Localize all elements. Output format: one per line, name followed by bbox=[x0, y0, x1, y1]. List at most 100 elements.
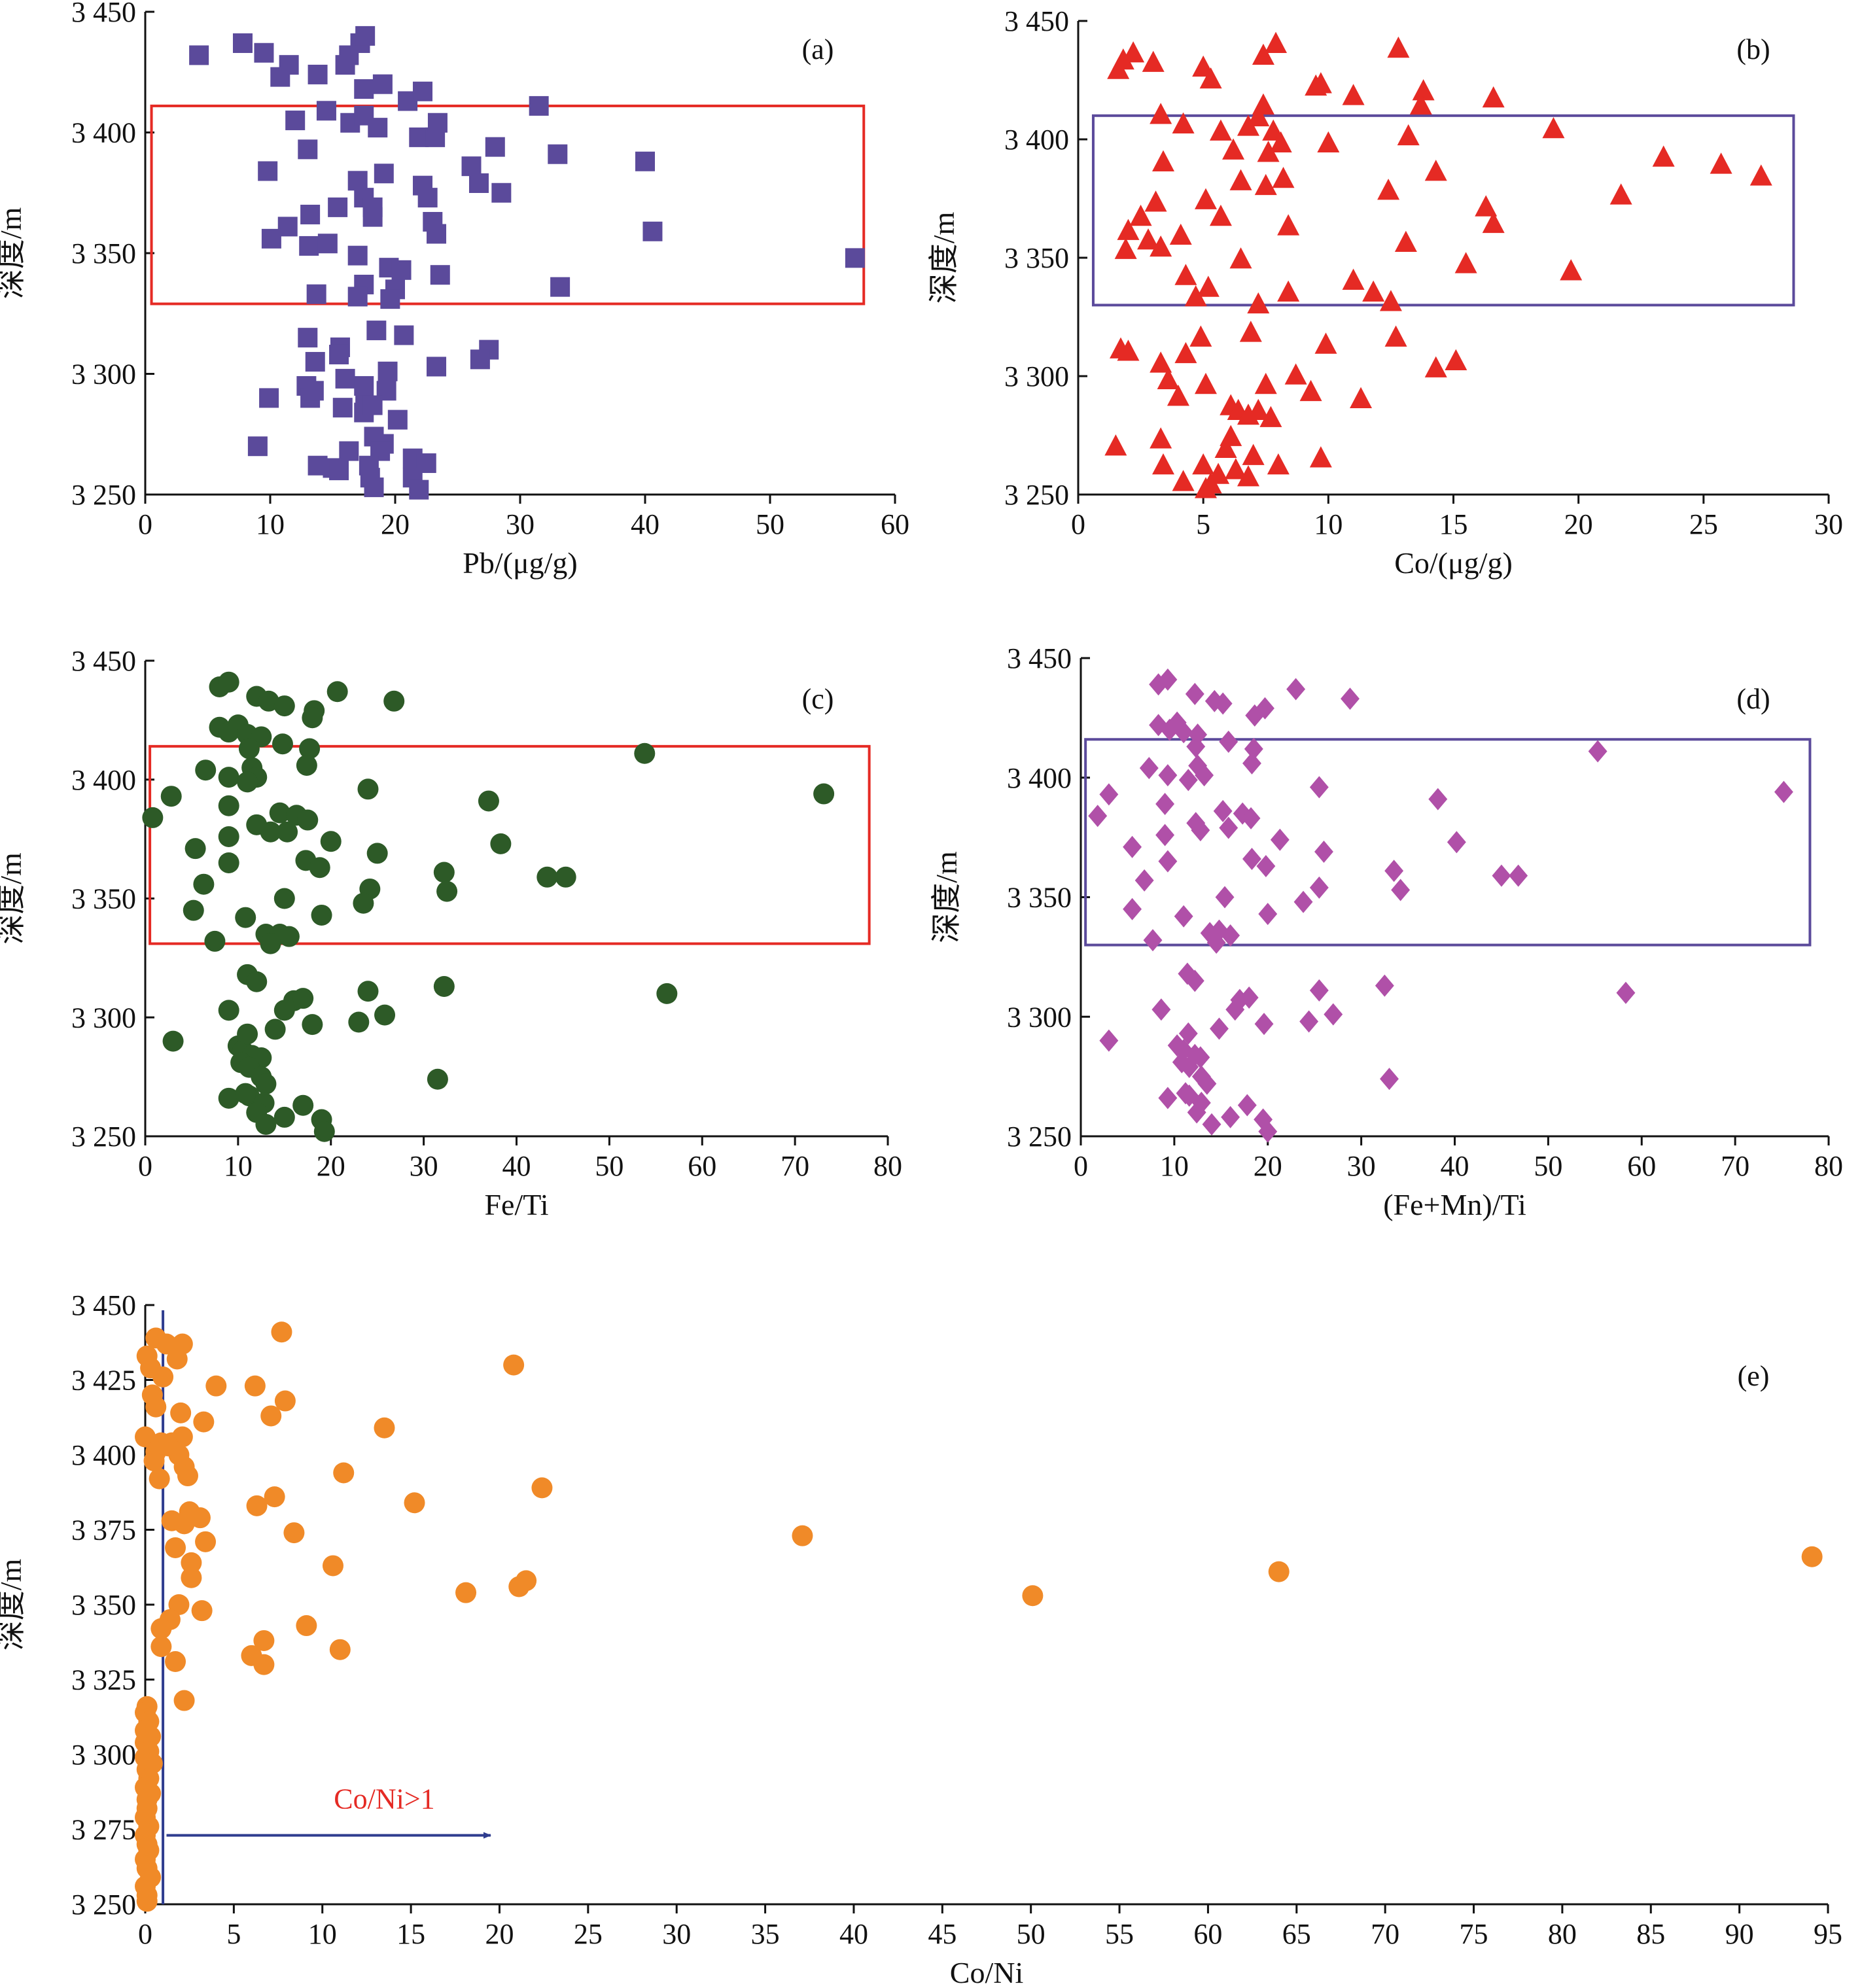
data-point bbox=[1176, 1082, 1195, 1105]
data-point bbox=[380, 289, 400, 309]
data-point bbox=[1158, 850, 1178, 873]
data-point bbox=[1447, 831, 1466, 854]
data-point bbox=[193, 1411, 215, 1433]
data-point bbox=[1409, 93, 1432, 115]
y-tick-label: 3 300 bbox=[1007, 1001, 1072, 1033]
data-point bbox=[296, 1615, 317, 1637]
data-point bbox=[1150, 427, 1172, 449]
data-point bbox=[354, 79, 374, 99]
data-point bbox=[329, 461, 349, 481]
data-point bbox=[271, 1321, 292, 1343]
data-point bbox=[218, 852, 239, 873]
x-tick-label: 40 bbox=[1441, 1150, 1469, 1182]
data-point bbox=[292, 988, 314, 1009]
y-tick-label: 3 375 bbox=[71, 1514, 136, 1546]
x-tick-label: 25 bbox=[574, 1918, 603, 1950]
data-point bbox=[1214, 436, 1237, 458]
data-point bbox=[1749, 164, 1772, 186]
data-point bbox=[1195, 764, 1214, 787]
data-point bbox=[1143, 929, 1163, 952]
panel-label: (a) bbox=[802, 33, 834, 65]
data-point bbox=[364, 477, 384, 497]
data-point bbox=[1270, 828, 1290, 851]
data-point bbox=[184, 838, 206, 860]
data-point bbox=[1391, 879, 1411, 901]
data-point bbox=[189, 45, 209, 65]
data-point bbox=[1254, 1108, 1273, 1131]
data-point bbox=[1272, 166, 1295, 188]
x-tick-label: 55 bbox=[1105, 1918, 1134, 1950]
data-point bbox=[1293, 890, 1313, 913]
data-point bbox=[433, 975, 455, 997]
y-tick-label: 3 450 bbox=[71, 1289, 136, 1321]
data-point bbox=[255, 1073, 277, 1095]
x-tick-label: 50 bbox=[756, 508, 784, 540]
data-point bbox=[1277, 214, 1300, 235]
x-tick-label: 40 bbox=[839, 1918, 868, 1950]
highlight-box bbox=[150, 104, 866, 305]
y-tick-label: 3 300 bbox=[71, 1739, 136, 1771]
data-point bbox=[468, 173, 489, 193]
data-point bbox=[1254, 1013, 1274, 1036]
y-tick-label: 3 250 bbox=[71, 1121, 136, 1153]
x-tick-label: 60 bbox=[881, 508, 909, 540]
y-tick-label: 3 350 bbox=[71, 1589, 136, 1621]
data-point bbox=[427, 1068, 448, 1090]
data-point bbox=[1397, 124, 1420, 146]
data-point bbox=[1142, 50, 1165, 72]
data-point bbox=[1219, 816, 1238, 839]
data-point bbox=[1239, 986, 1259, 1009]
data-point bbox=[1174, 721, 1193, 744]
data-point bbox=[1560, 259, 1583, 281]
y-tick-label: 3 350 bbox=[71, 883, 136, 915]
x-tick-label: 20 bbox=[485, 1918, 514, 1950]
data-point bbox=[383, 690, 405, 712]
x-tick-label: 20 bbox=[381, 508, 410, 540]
data-point bbox=[1215, 886, 1235, 909]
data-point bbox=[366, 843, 388, 864]
x-tick-label: 5 bbox=[226, 1918, 241, 1950]
data-point bbox=[1259, 406, 1282, 427]
data-point bbox=[218, 826, 239, 847]
y-tick-label: 3 250 bbox=[1004, 479, 1069, 511]
data-point bbox=[1197, 1072, 1217, 1095]
data-point bbox=[253, 1654, 275, 1675]
data-point bbox=[260, 933, 281, 954]
data-point bbox=[1178, 962, 1197, 985]
data-point bbox=[536, 866, 558, 888]
data-point bbox=[235, 1083, 256, 1104]
y-tick-label: 3 450 bbox=[1007, 642, 1072, 674]
panel-label: (d) bbox=[1736, 683, 1770, 715]
data-point bbox=[1107, 58, 1130, 79]
data-point bbox=[1256, 854, 1276, 877]
data-point bbox=[297, 809, 319, 831]
data-point bbox=[478, 790, 499, 812]
data-point bbox=[413, 81, 433, 101]
data-point bbox=[244, 1375, 266, 1397]
data-point bbox=[165, 1651, 186, 1673]
data-point bbox=[191, 1600, 213, 1622]
data-point bbox=[1380, 1068, 1399, 1090]
data-point bbox=[1150, 235, 1172, 257]
data-point bbox=[183, 899, 204, 921]
data-point bbox=[1247, 292, 1270, 314]
data-point bbox=[1158, 764, 1178, 787]
data-point bbox=[335, 368, 355, 389]
data-point bbox=[1197, 275, 1220, 297]
data-point bbox=[1424, 160, 1447, 181]
y-axis-title: 深度/m bbox=[0, 207, 27, 300]
data-point bbox=[1342, 268, 1365, 290]
data-point bbox=[1192, 453, 1215, 475]
x-tick-label: 20 bbox=[317, 1150, 345, 1182]
data-point bbox=[274, 1390, 296, 1412]
data-point bbox=[1239, 321, 1262, 342]
data-point bbox=[347, 287, 368, 307]
x-tick-label: 80 bbox=[873, 1150, 902, 1182]
data-point bbox=[1191, 1046, 1210, 1069]
data-point bbox=[1284, 363, 1307, 385]
data-point bbox=[1104, 434, 1127, 456]
y-tick-label: 3 400 bbox=[71, 117, 136, 149]
data-point bbox=[503, 1354, 525, 1376]
data-point bbox=[1267, 453, 1290, 475]
data-point bbox=[1377, 179, 1400, 200]
